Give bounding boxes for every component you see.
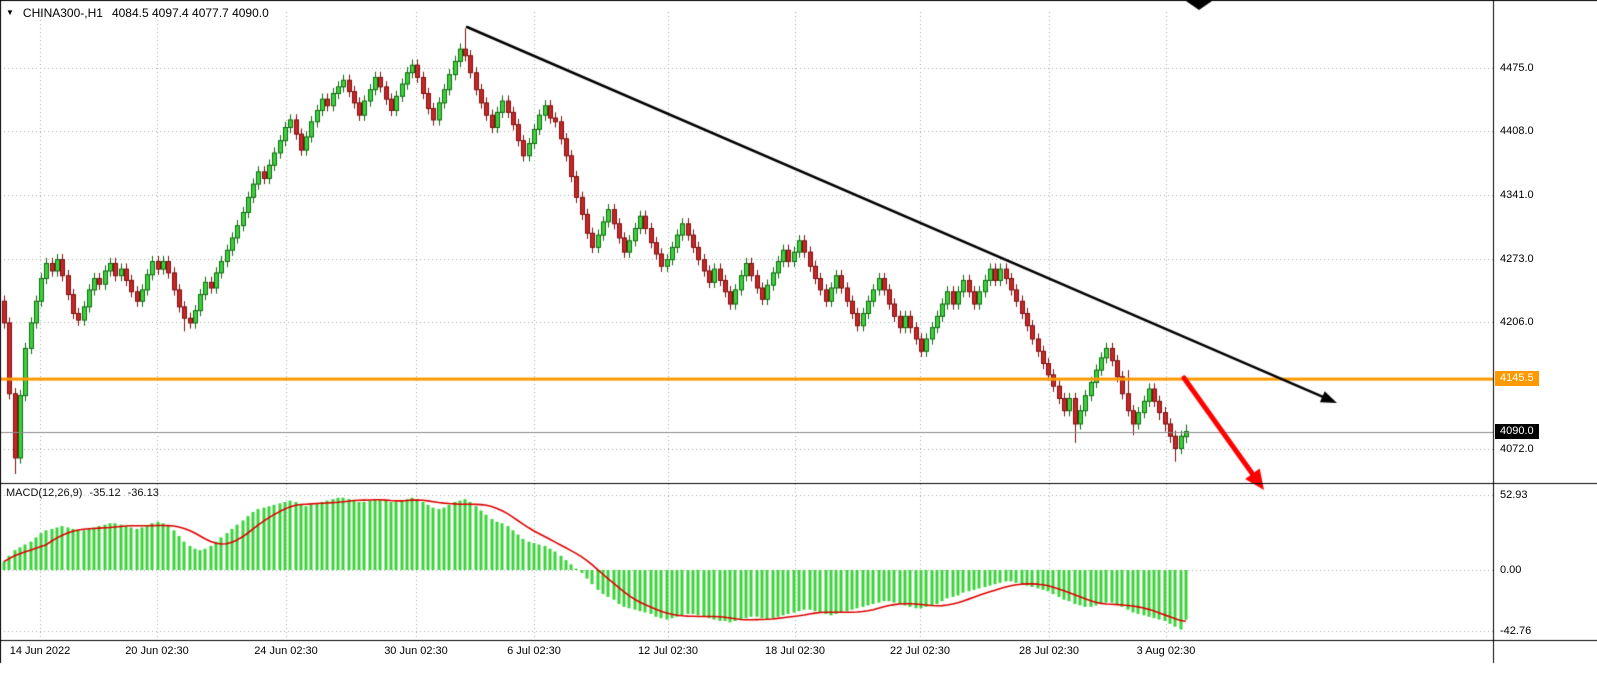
price-axis-label: 4273.0 [1500,252,1534,265]
chart-title: ▼ CHINA300-,H1 4084.5 4097.4 4077.7 4090… [6,6,269,20]
time-axis-label: 30 Jun 02:30 [384,645,448,657]
time-axis: 14 Jun 2022 20 Jun 02:30 24 Jun 02:30 30 Ju… [9,645,1196,657]
macd-main-value: -35.12 [89,487,121,499]
price-axis-label: 4475.0 [1500,62,1534,74]
time-axis-label: 22 Jul 02:30 [890,645,950,657]
ohlc-values: 4084.5 4097.4 4077.7 4090.0 [111,6,269,20]
time-axis-label: 28 Jul 02:30 [1019,645,1079,657]
current-price-badge: 4090.0 [1495,423,1539,439]
time-axis-label: 6 Jul 02:30 [507,645,561,657]
price-axis-label: 4341.0 [1500,188,1534,201]
time-axis-label: 14 Jun 2022 [9,645,71,657]
time-axis-label: 3 Aug 02:30 [1136,645,1196,657]
price-axis-label: 4408.0 [1500,125,1534,138]
time-axis-label: 12 Jul 02:30 [638,645,698,657]
macd-axis-label: 0.00 [1500,564,1522,576]
price-axis-label: 4072.0 [1500,442,1534,455]
price-axis-label: 4206.0 [1500,315,1534,328]
time-axis-label: 24 Jun 02:30 [254,645,318,657]
macd-axis-label: 52.93 [1500,488,1528,501]
macd-name: MACD(12,26,9) [6,487,83,499]
macd-signal-value: -36.13 [127,487,159,499]
macd-axis-label: -42.76 [1500,624,1532,637]
symbol-timeframe: CHINA300-,H1 [22,6,103,20]
price-axis: 4475.0 4408.0 4341.0 4273.0 4206.0 4072.0 52.9… [1498,0,1597,675]
time-axis-label: 20 Jun 02:30 [125,645,189,657]
price-level-badge: 4145.5 [1495,371,1539,387]
symbol-dropdown-icon[interactable]: ▼ [6,8,14,17]
macd-indicator-label: MACD(12,26,9) -35.12 -36.13 [6,487,159,499]
time-axis-label: 18 Jul 02:30 [765,645,825,657]
